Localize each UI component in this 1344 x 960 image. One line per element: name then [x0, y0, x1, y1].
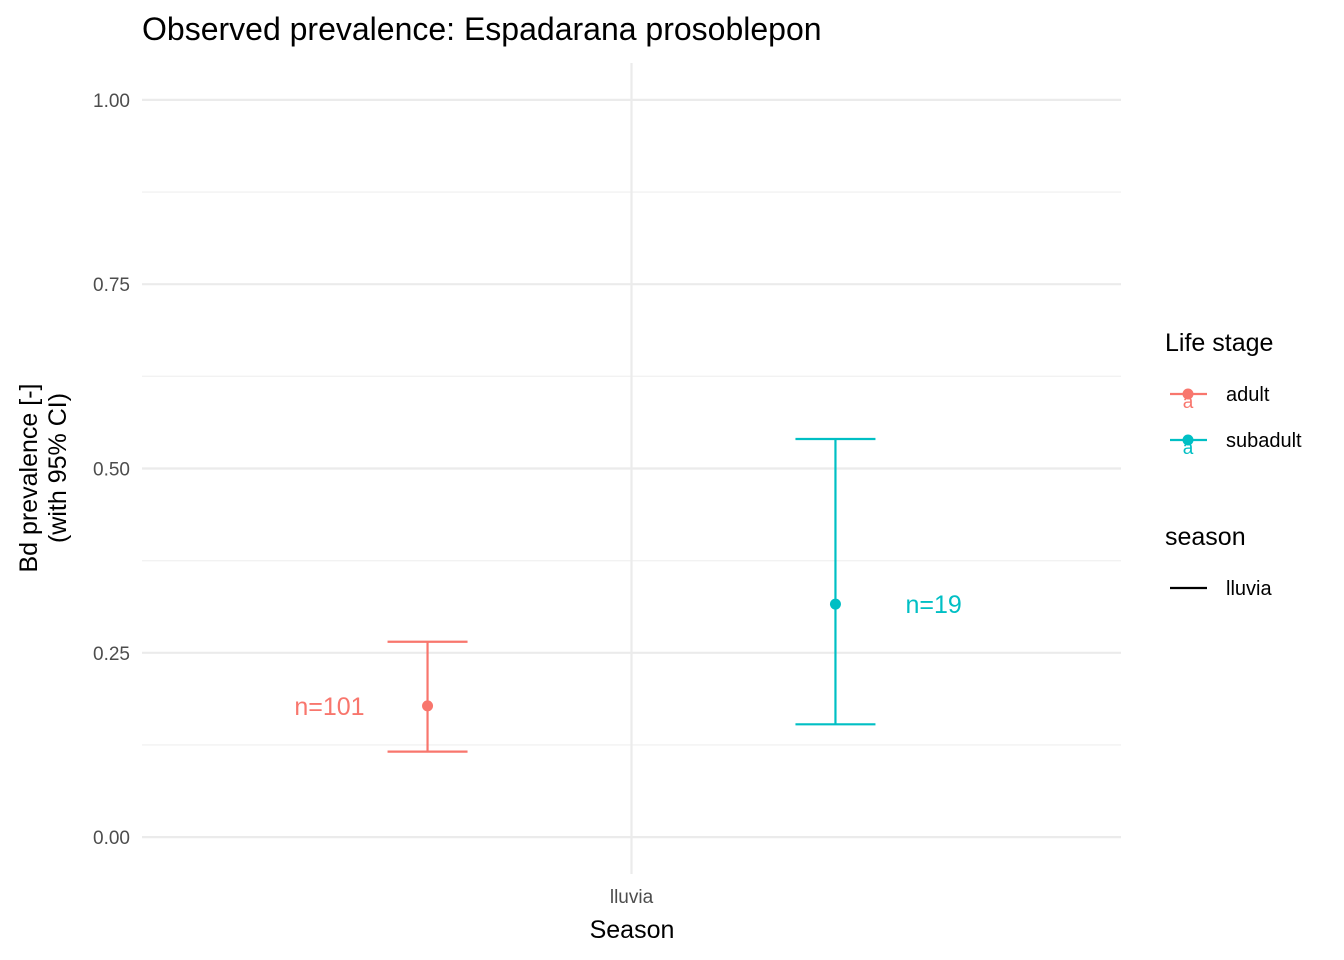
- legend-key-point: [1182, 434, 1194, 446]
- y-axis-ticks: 0.00 0.25 0.50 0.75 1.00: [93, 91, 130, 849]
- series-adult: n=101: [294, 640, 468, 753]
- y-axis-title-line-1: Bd prevalence [-]: [15, 384, 43, 573]
- x-axis-ticks: lluvia: [610, 887, 654, 908]
- estimate-point: [422, 700, 434, 712]
- legend-title-season: season: [1165, 523, 1246, 551]
- legend-key-glyph: a: [1183, 438, 1194, 459]
- grid: [142, 63, 1121, 874]
- sample-size-label: n=19: [905, 591, 961, 619]
- sample-size-label: n=101: [294, 693, 364, 721]
- legend-key-glyph: a: [1183, 392, 1194, 413]
- legend-label: subadult: [1226, 430, 1302, 452]
- y-tick-label: 0.50: [93, 460, 130, 481]
- legend-title-life-stage: Life stage: [1165, 329, 1273, 357]
- legend-label: adult: [1226, 384, 1270, 406]
- y-axis-title-line-2: (with 95% CI): [44, 393, 72, 543]
- chart-title: Observed prevalence: Espadarana prosoble…: [142, 11, 822, 47]
- legend-key-point: [1182, 388, 1194, 400]
- plot-marks: n=101 n=19: [294, 437, 962, 753]
- series-subadult: n=19: [795, 437, 962, 726]
- x-tick-label: lluvia: [610, 887, 654, 908]
- y-tick-label: 0.25: [93, 644, 130, 665]
- y-tick-label: 0.00: [93, 828, 130, 849]
- x-axis-title: Season: [590, 916, 675, 944]
- y-tick-label: 1.00: [93, 91, 130, 112]
- y-tick-label: 0.75: [93, 275, 130, 296]
- estimate-point: [829, 598, 841, 610]
- legend-label: lluvia: [1226, 578, 1272, 600]
- legend: Life stage a adult a subadult season lluvia: [1165, 329, 1302, 600]
